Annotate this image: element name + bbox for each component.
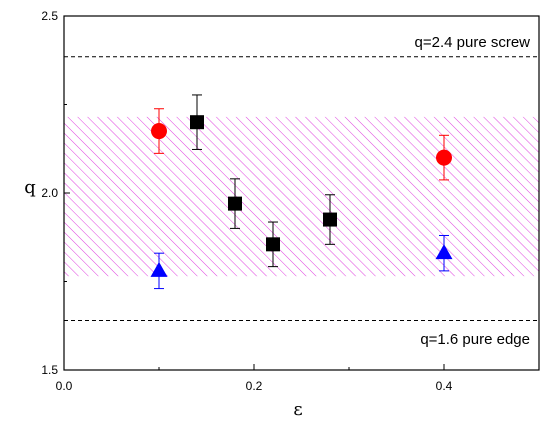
- circle-marker: [151, 123, 167, 140]
- square-data-point: [228, 178, 242, 229]
- y-axis: 1.5 2.0 2.5: [41, 9, 70, 377]
- y-tick-label: 2.5: [41, 9, 58, 23]
- x-tick-label: 0.4: [436, 379, 453, 393]
- triangle-marker: [150, 261, 168, 277]
- data-marks: [150, 94, 453, 290]
- plot-area: [64, 56, 539, 321]
- circle-marker: [436, 149, 452, 166]
- y-tick-label: 2.0: [41, 186, 58, 200]
- x-tick-label: 0.0: [56, 379, 73, 393]
- pure-edge-label: q=1.6 pure edge: [420, 331, 530, 348]
- square-marker: [190, 115, 204, 130]
- circle-data-point: [436, 134, 452, 181]
- pure-screw-label: q=2.4 pure screw: [415, 34, 531, 51]
- square-marker: [266, 237, 280, 252]
- x-axis: 0.0 0.2 0.4: [56, 364, 540, 393]
- square-data-point: [190, 94, 204, 150]
- x-axis-label: ε: [293, 399, 302, 420]
- y-tick-label: 1.5: [41, 363, 58, 377]
- square-marker: [323, 212, 337, 227]
- y-axis-label: q: [24, 177, 36, 198]
- square-data-point: [323, 194, 337, 245]
- triangle-data-point: [150, 252, 168, 290]
- x-tick-label: 0.2: [246, 379, 263, 393]
- square-marker: [228, 196, 242, 211]
- square-data-point: [266, 221, 280, 268]
- triangle-marker: [435, 244, 453, 260]
- circle-data-point: [151, 108, 167, 154]
- triangle-data-point: [435, 234, 453, 272]
- hatched-band: [64, 116, 539, 277]
